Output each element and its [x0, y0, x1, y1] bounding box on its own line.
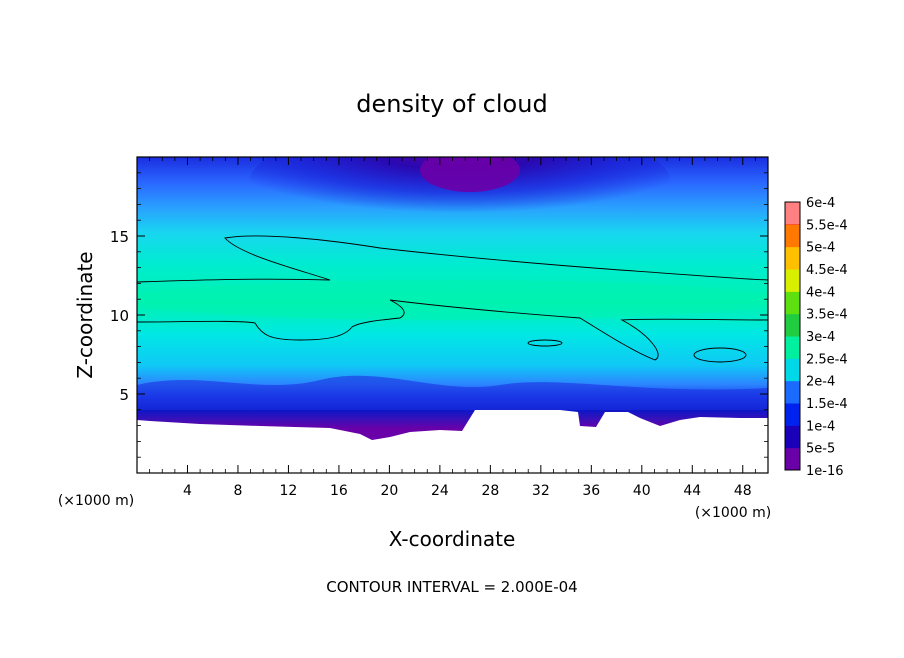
x-tick-label: 16 [330, 483, 348, 499]
colorbar-label: 2.5e-4 [806, 352, 848, 367]
colorbar-swatch [785, 313, 800, 337]
colorbar-label: 3e-4 [806, 330, 835, 345]
x-tick-label: 12 [280, 483, 298, 499]
upper-core-inner [420, 157, 520, 192]
x-tick-label: 36 [582, 483, 600, 499]
colorbar-swatch [785, 403, 800, 426]
x-tick-label: 4 [183, 483, 192, 499]
colorbar-label: 6e-4 [806, 196, 835, 211]
colorbar-label: 4e-4 [806, 285, 835, 300]
y-tick-label: 5 [119, 386, 129, 404]
colorbar-swatch [785, 336, 800, 359]
x-tick-label: 24 [431, 483, 449, 499]
upper-core [250, 157, 670, 235]
x-tick-label: 44 [683, 483, 701, 499]
y-axis-label: Z-coordinate [73, 251, 97, 378]
colorbar-frame [784, 201, 801, 471]
colorbar-swatch [785, 269, 800, 292]
contour-island-1 [527, 339, 563, 347]
colorbar-label: 2e-4 [806, 375, 835, 390]
colorbar-swatch [785, 224, 800, 248]
colorbar: 1e-16 5e-5 1e-4 1.5e-4 2e-4 2.5e-4 3e-4 3.5e-4 4… [784, 196, 848, 479]
x-unit-right: (×1000 m) [695, 505, 771, 521]
x-axis: 4 8 12 16 20 24 28 32 36 40 44 48 [149, 157, 756, 499]
x-tick-label: 48 [734, 483, 752, 499]
colorbar-swatch-top [785, 202, 800, 225]
contour-upper [137, 235, 768, 283]
lower-streak [137, 375, 768, 410]
colorbar-label: 3.5e-4 [806, 308, 848, 323]
chart-title: density of cloud [356, 90, 547, 118]
colorbar-swatch [785, 358, 800, 382]
contour-lines [137, 235, 768, 363]
colorbar-swatch [785, 380, 800, 404]
colorbar-swatch [785, 447, 800, 471]
no-cloud-region [137, 410, 768, 473]
contour-island-2 [693, 347, 747, 363]
contour-interval-note: CONTOUR INTERVAL = 2.000E-04 [326, 578, 577, 596]
x-tick-label: 8 [233, 483, 242, 499]
contour-field [137, 157, 768, 473]
x-tick-label: 20 [380, 483, 398, 499]
y-tick-label: 10 [110, 307, 129, 325]
colorbar-label: 1e-4 [806, 419, 835, 434]
x-axis-label: X-coordinate [389, 527, 516, 551]
colorbar-label: 5e-5 [806, 442, 835, 457]
x-tick-label: 40 [633, 483, 651, 499]
y-axis: 5 10 15 [110, 172, 768, 458]
green-band [137, 280, 768, 320]
x-tick-label: 28 [481, 483, 499, 499]
colorbar-swatch [785, 291, 800, 315]
colorbar-swatch [785, 246, 800, 270]
colorbar-label: 4.5e-4 [806, 263, 848, 278]
colorbar-swatch [785, 425, 800, 449]
x-unit-left: (×1000 m) [58, 493, 134, 509]
colorbar-label: 5.5e-4 [806, 218, 848, 233]
colorbar-label: 1.5e-4 [806, 397, 848, 412]
colorbar-label: 5e-4 [806, 241, 835, 256]
colorbar-label: 1e-16 [806, 464, 844, 479]
x-tick-label: 32 [532, 483, 550, 499]
y-tick-label: 15 [110, 228, 129, 246]
contour-lower [137, 299, 768, 361]
